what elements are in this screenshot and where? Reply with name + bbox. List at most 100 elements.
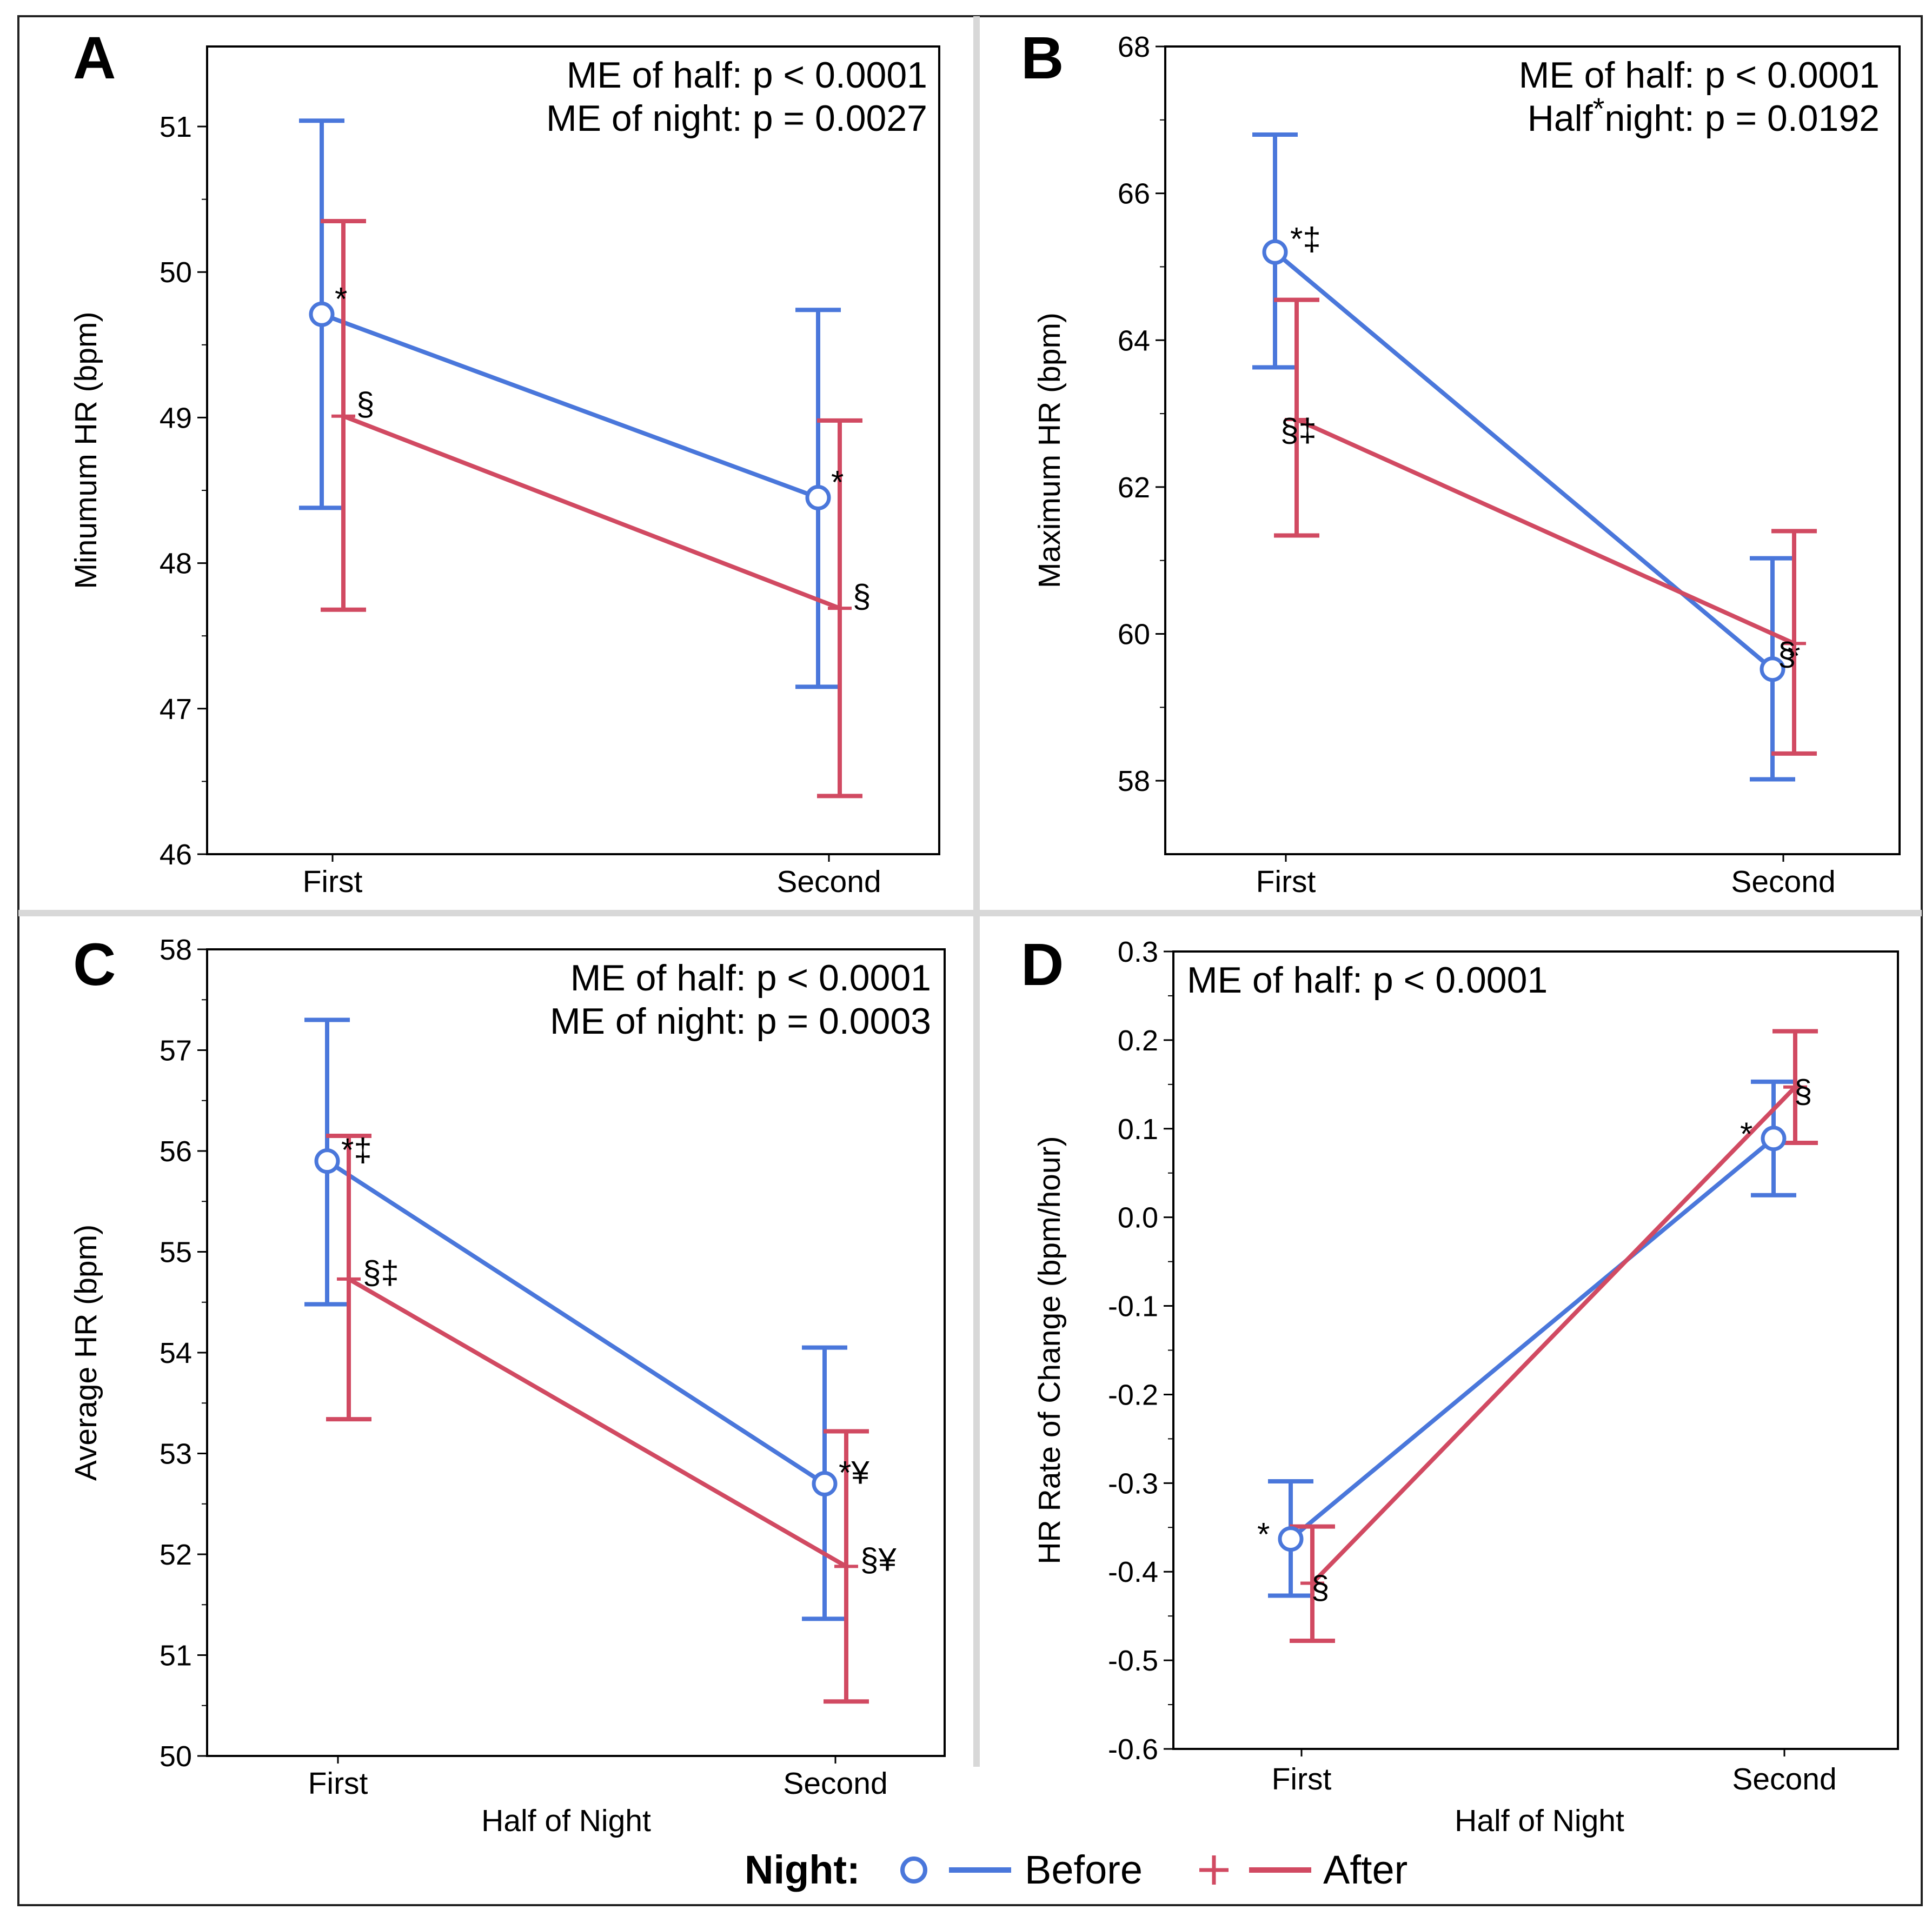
y-tick-label: 56 [160, 1135, 192, 1168]
sig-label-before: *‡ [1290, 221, 1321, 257]
plot-frame [206, 45, 940, 855]
y-tick-label: 51 [160, 1640, 192, 1672]
point-before [812, 1470, 838, 1496]
panel-b: B 58 60 62 64 66 68 Maximum HR (bpm) First Second… [1021, 25, 1901, 899]
y-tick-label: -0.3 [1108, 1467, 1158, 1500]
sig-label-after: §‡ [363, 1254, 399, 1290]
x-tick-label: First [308, 1766, 368, 1801]
sig-label-before: * [1257, 1516, 1270, 1553]
legend-after-label: After [1323, 1847, 1407, 1892]
sig-label-before: *¥ [839, 1454, 869, 1491]
plot-frame [1172, 950, 1899, 1750]
stat-part: Half [1528, 98, 1593, 139]
stat-line: Half*night: p = 0.0192 [1528, 91, 1880, 139]
stat-line: ME of night: p = 0.0027 [546, 98, 927, 139]
y-tick-label: 51 [160, 111, 192, 143]
y-tick-label: 55 [160, 1236, 192, 1269]
y-tick-label: 60 [1118, 618, 1150, 651]
series-line-before [326, 1159, 826, 1486]
y-axis-label: Maximum HR (bpm) [1032, 312, 1067, 588]
y-axis-label: HR Rate of Change (bpm/hour) [1032, 1136, 1067, 1564]
panel-letter: A [73, 25, 116, 91]
series-line-after [1296, 417, 1795, 646]
y-tick-label: -0.1 [1108, 1290, 1158, 1323]
sig-label-before: * [1788, 638, 1800, 674]
point-before [309, 301, 335, 327]
y-tick-label: -0.6 [1108, 1733, 1158, 1766]
y-tick-label: 0.0 [1118, 1202, 1158, 1234]
x-tick-label: First [1272, 1762, 1332, 1796]
sig-label-before: * [831, 464, 844, 500]
point-before [1262, 239, 1288, 265]
stat-line: ME of night: p = 0.0003 [550, 1001, 931, 1042]
y-tick-label: 54 [160, 1337, 192, 1369]
series-line-after [1311, 1085, 1797, 1585]
x-tick-label: First [303, 864, 363, 899]
point-before [314, 1148, 340, 1174]
sig-label-before: * [1740, 1116, 1752, 1152]
legend-before-label: Before [1025, 1847, 1143, 1892]
point-before [1761, 1126, 1787, 1152]
legend-title: Night: [745, 1847, 860, 1892]
y-tick-label: 0.2 [1118, 1024, 1158, 1057]
y-tick-label: 52 [160, 1539, 192, 1571]
y-tick-label: 64 [1118, 324, 1150, 357]
y-axis-label: Minumum HR (bpm) [69, 311, 103, 589]
legend: Night: Before After [745, 1847, 1407, 1892]
panel-letter: C [73, 931, 116, 998]
plot-frame [1164, 45, 1901, 855]
y-tick-label: -0.2 [1108, 1379, 1158, 1411]
series-line-before [1273, 250, 1774, 671]
stat-line: ME of half: p < 0.0001 [1187, 960, 1548, 1001]
y-tick-label: 68 [1118, 31, 1150, 63]
y-tick-label: 53 [160, 1438, 192, 1470]
sig-label-after: §¥ [860, 1541, 897, 1578]
sig-label-after: § [1311, 1569, 1329, 1606]
y-tick-label: 50 [160, 1740, 192, 1773]
panel-letter: B [1021, 25, 1064, 91]
sig-label-after: § [1794, 1073, 1812, 1109]
point-before [1760, 656, 1785, 682]
point-before [1278, 1526, 1304, 1552]
x-tick-label: Second [783, 1766, 887, 1801]
y-tick-label: 0.3 [1118, 936, 1158, 968]
panel-d: D -0.6 -0.5 -0.4 -0.3 -0.2 -0.1 0.0 0.1 0.2 0.3 HR … [1021, 931, 1899, 1796]
sig-label-before: *‡ [341, 1132, 372, 1168]
y-tick-label: 66 [1118, 178, 1150, 210]
y-tick-label: 47 [160, 693, 192, 726]
x-tick-label: Second [1731, 864, 1835, 899]
series-line-after [342, 414, 841, 610]
figure-border [17, 15, 1923, 1906]
stat-line: ME of half: p < 0.0001 [570, 957, 931, 999]
y-tick-label: -0.4 [1108, 1556, 1158, 1588]
sig-label-after: § [1778, 636, 1796, 672]
y-tick-label: 46 [160, 839, 192, 871]
x-axis-label-d: Half of Night [1455, 1804, 1624, 1838]
series-line-after [347, 1277, 848, 1568]
y-tick-label: 50 [160, 256, 192, 289]
y-tick-label: 57 [160, 1035, 192, 1067]
stat-line: ME of half: p < 0.0001 [1519, 55, 1880, 96]
stat-line: ME of half: p < 0.0001 [567, 55, 927, 96]
series-line-before [321, 312, 819, 500]
y-tick-label: 0.1 [1118, 1113, 1158, 1146]
plot-frame [206, 948, 946, 1757]
sig-label-after: § [356, 386, 374, 422]
y-tick-label: 58 [160, 934, 192, 966]
sig-label-after: § [853, 578, 871, 614]
stat-superscript: * [1593, 91, 1605, 125]
panel-a: A 46 47 48 49 50 51 Minumum HR (bpm) First Second… [69, 25, 940, 899]
y-tick-label: 62 [1118, 471, 1150, 504]
stat-part: night: p = 0.0192 [1604, 98, 1880, 139]
y-tick-label: 48 [160, 548, 192, 580]
y-tick-label: 49 [160, 402, 192, 434]
x-axis-label-c: Half of Night [481, 1804, 651, 1838]
y-axis-label: Average HR (bpm) [69, 1225, 103, 1481]
x-tick-label: First [1256, 864, 1316, 899]
legend-before-marker [900, 1857, 927, 1884]
series-line-before [1289, 1136, 1775, 1541]
x-tick-label: Second [1732, 1762, 1836, 1796]
panel-letter: D [1021, 931, 1064, 998]
panel-c: C 50 51 52 53 54 55 56 57 58 Average HR (bpm) First… [69, 931, 946, 1801]
